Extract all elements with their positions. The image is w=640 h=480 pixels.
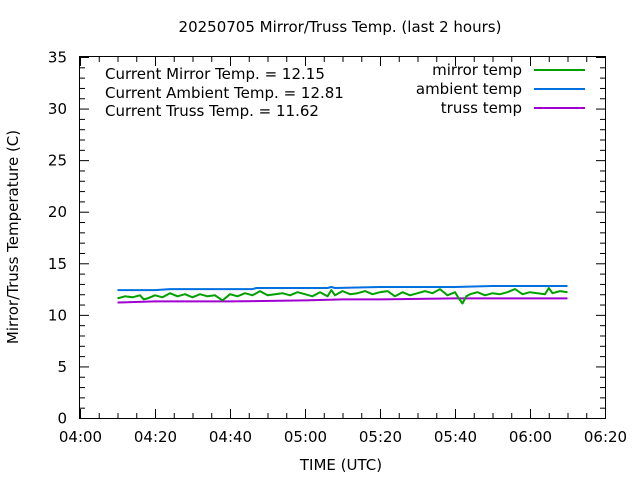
series-line-truss xyxy=(117,297,568,304)
axis-tick-labels: 04:00 04:20 04:40 05:00 05:20 05:40 06:00 06:20… xyxy=(48,49,627,447)
chart-title: 20250705 Mirror/Truss Temp. (last 2 hour… xyxy=(179,18,502,36)
annotation-ambient: Current Ambient Temp. = 12.81 xyxy=(105,84,344,102)
x-tick-label: 04:00 xyxy=(59,428,102,446)
series-line-mirror xyxy=(117,287,568,305)
y-tick-label: 30 xyxy=(48,100,67,118)
x-tick-label: 04:40 xyxy=(209,428,252,446)
annotation-truss: Current Truss Temp. = 11.62 xyxy=(105,102,319,120)
x-tick-label: 05:00 xyxy=(284,428,327,446)
legend-label-mirror: mirror temp xyxy=(432,61,522,79)
legend-label-ambient: ambient temp xyxy=(416,80,522,98)
x-tick-label: 06:20 xyxy=(584,428,627,446)
y-tick-label: 0 xyxy=(57,410,67,428)
x-axis-label: TIME (UTC) xyxy=(299,456,382,474)
x-tick-label: 05:20 xyxy=(359,428,402,446)
plot-area-frame xyxy=(79,56,606,419)
series-line-ambient xyxy=(117,285,568,292)
legend-label-truss: truss temp xyxy=(441,99,522,117)
series-lines xyxy=(117,285,568,305)
y-tick-label: 25 xyxy=(48,152,67,170)
y-axis-label: Mirror/Truss Temperature (C) xyxy=(4,130,22,344)
annotations: Current Mirror Temp. = 12.15 Current Amb… xyxy=(105,65,344,120)
y-tick-label: 35 xyxy=(48,49,67,67)
legend: mirror temp ambient temp truss temp xyxy=(416,61,585,117)
y-tick-label: 20 xyxy=(48,203,67,221)
annotation-mirror: Current Mirror Temp. = 12.15 xyxy=(105,65,325,83)
y-tick-label: 5 xyxy=(57,358,67,376)
x-tick-label: 06:00 xyxy=(509,428,552,446)
axis-ticks xyxy=(80,57,606,419)
y-tick-label: 10 xyxy=(48,306,67,324)
x-tick-label: 04:20 xyxy=(134,428,177,446)
y-tick-label: 15 xyxy=(48,255,67,273)
x-tick-label: 05:40 xyxy=(434,428,477,446)
